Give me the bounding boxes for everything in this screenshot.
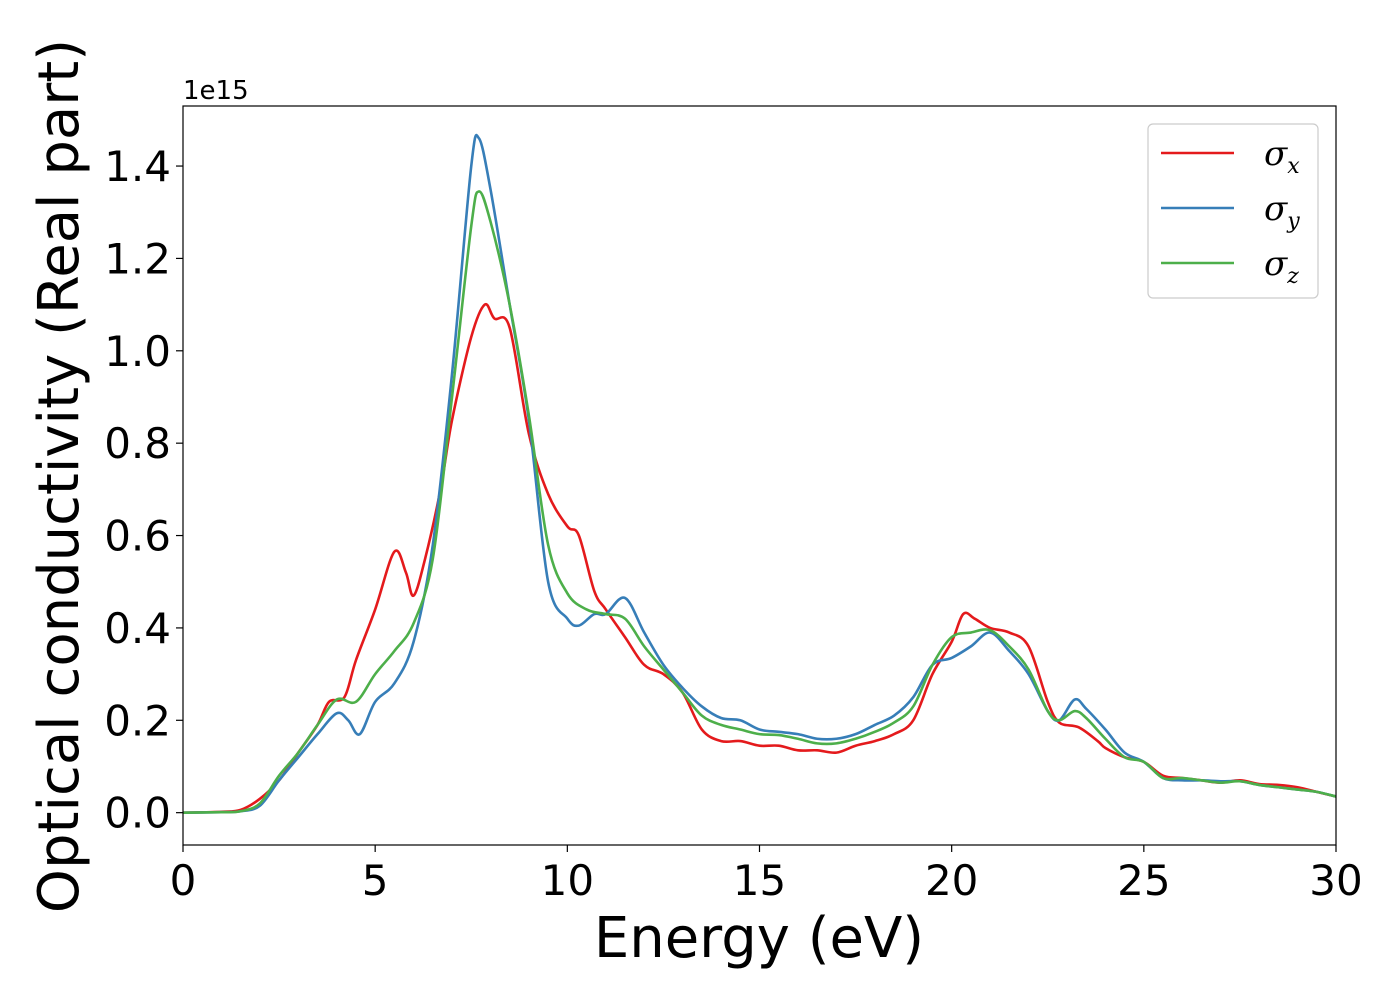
y-axis: 0.0 0.2 0.4 0.6 0.8 1.0 1.2 1.4: [104, 142, 183, 838]
y-offset-label: 1e15: [183, 76, 249, 106]
y-tick-label: 0.0: [104, 789, 171, 838]
legend-box: [1147, 123, 1319, 299]
series-line-y: [182, 133, 1337, 814]
y-axis-title: Optical conductivity (Real part): [27, 39, 92, 913]
legend: σx σy σz: [1147, 123, 1319, 299]
x-tick-label: 15: [733, 856, 786, 905]
x-axis-title: Energy (eV): [594, 906, 924, 971]
x-tick-label: 10: [541, 856, 594, 905]
y-tick-label: 1.4: [104, 142, 171, 191]
y-tick-label: 0.6: [104, 512, 171, 561]
y-tick-label: 1.2: [104, 234, 171, 283]
x-tick-label: 20: [925, 856, 978, 905]
series-line-z: [182, 190, 1337, 814]
y-tick-label: 0.4: [104, 604, 171, 653]
y-tick-label: 0.8: [104, 419, 171, 468]
series-layer: [182, 133, 1337, 814]
legend-label-x: σx: [1264, 134, 1300, 179]
x-tick-label: 5: [362, 856, 389, 905]
y-tick-label: 1.0: [104, 327, 171, 376]
legend-label-z: σz: [1264, 244, 1299, 289]
x-tick-label: 25: [1117, 856, 1170, 905]
x-tick-label: 30: [1309, 856, 1362, 905]
x-axis: 0 5 10 15 20 25 30: [170, 845, 1363, 905]
legend-label-y: σy: [1264, 189, 1300, 234]
y-tick-label: 0.2: [104, 696, 171, 745]
x-tick-label: 0: [170, 856, 197, 905]
